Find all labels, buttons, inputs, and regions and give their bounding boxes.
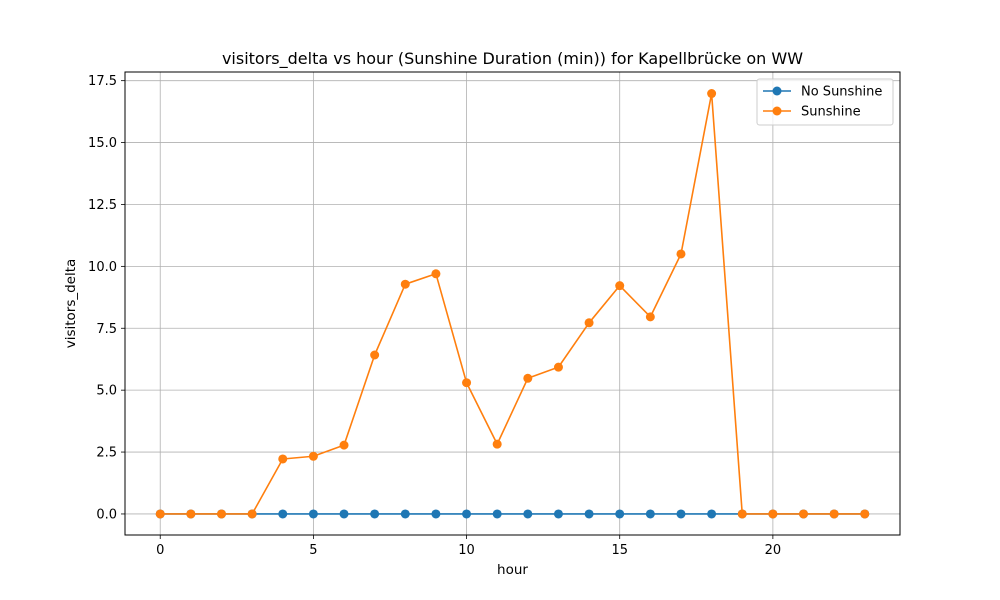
data-point-no-sunshine [615, 509, 625, 519]
y-tick-label: 7.5 [96, 322, 117, 337]
data-point-sunshine [523, 373, 533, 383]
legend-marker [772, 106, 782, 116]
data-point-sunshine [462, 378, 472, 388]
legend-entry: Sunshine [763, 105, 861, 120]
series-sunshine [155, 89, 870, 519]
y-tick-label: 17.5 [88, 74, 117, 89]
data-point-no-sunshine [462, 509, 472, 519]
legend-entry: No Sunshine [763, 85, 882, 100]
y-axis-label: visitors_delta [63, 259, 79, 349]
legend: No Sunshine Sunshine [756, 78, 894, 126]
data-point-sunshine [615, 281, 625, 291]
data-point-sunshine [645, 312, 655, 322]
data-point-no-sunshine [584, 509, 594, 519]
data-point-sunshine [584, 318, 594, 328]
data-point-sunshine [707, 89, 717, 99]
y-tick-label: 15.0 [88, 136, 117, 151]
data-point-no-sunshine [523, 509, 533, 519]
data-point-sunshine [339, 440, 349, 450]
y-tick-label: 10.0 [88, 260, 117, 275]
x-tick-label: 20 [765, 543, 782, 558]
data-point-sunshine [278, 454, 288, 464]
x-tick-label: 5 [309, 543, 317, 558]
data-point-no-sunshine [676, 509, 686, 519]
data-point-no-sunshine [492, 509, 502, 519]
data-point-sunshine [431, 269, 441, 279]
plot-frame [124, 71, 901, 536]
series-layer [155, 89, 870, 519]
x-axis-label: hour [497, 562, 528, 578]
data-point-no-sunshine [707, 509, 717, 519]
series-line-sunshine [160, 92, 865, 515]
data-point-sunshine [216, 509, 226, 519]
legend-marker [772, 86, 782, 96]
data-point-no-sunshine [339, 509, 349, 519]
x-tick-label: 10 [458, 543, 475, 558]
data-point-sunshine [799, 509, 809, 519]
data-point-no-sunshine [645, 509, 655, 519]
data-point-no-sunshine [370, 509, 380, 519]
legend-label: No Sunshine [801, 85, 882, 100]
data-point-sunshine [553, 362, 563, 372]
data-point-no-sunshine [400, 509, 410, 519]
data-point-no-sunshine [431, 509, 441, 519]
x-tick-label: 15 [611, 543, 628, 558]
y-tick-label: 0.0 [96, 507, 117, 522]
data-point-no-sunshine [278, 509, 288, 519]
x-tick-label: 0 [156, 543, 164, 558]
data-point-sunshine [768, 509, 778, 519]
data-point-sunshine [370, 350, 380, 360]
y-tick-label: 12.5 [88, 198, 117, 213]
y-tick-label: 2.5 [96, 446, 117, 461]
data-point-sunshine [400, 279, 410, 289]
y-tick-label: 5.0 [96, 384, 117, 399]
data-point-sunshine [247, 509, 257, 519]
data-point-sunshine [737, 509, 747, 519]
data-point-no-sunshine [308, 509, 318, 519]
data-point-sunshine [186, 509, 196, 519]
y-axis: 0.0 2.5 5.0 7.5 10.0 12.5 15.0 17.5 [88, 74, 125, 522]
data-point-sunshine [860, 509, 870, 519]
data-point-sunshine [492, 439, 502, 449]
x-axis: 0 5 10 15 20 [156, 535, 781, 558]
data-point-no-sunshine [553, 509, 563, 519]
data-point-sunshine [155, 509, 165, 519]
legend-label: Sunshine [801, 105, 861, 120]
data-point-sunshine [829, 509, 839, 519]
data-point-sunshine [308, 451, 318, 461]
chart-title: visitors_delta vs hour (Sunshine Duratio… [222, 49, 803, 69]
grid [125, 72, 900, 535]
data-point-sunshine [676, 249, 686, 259]
